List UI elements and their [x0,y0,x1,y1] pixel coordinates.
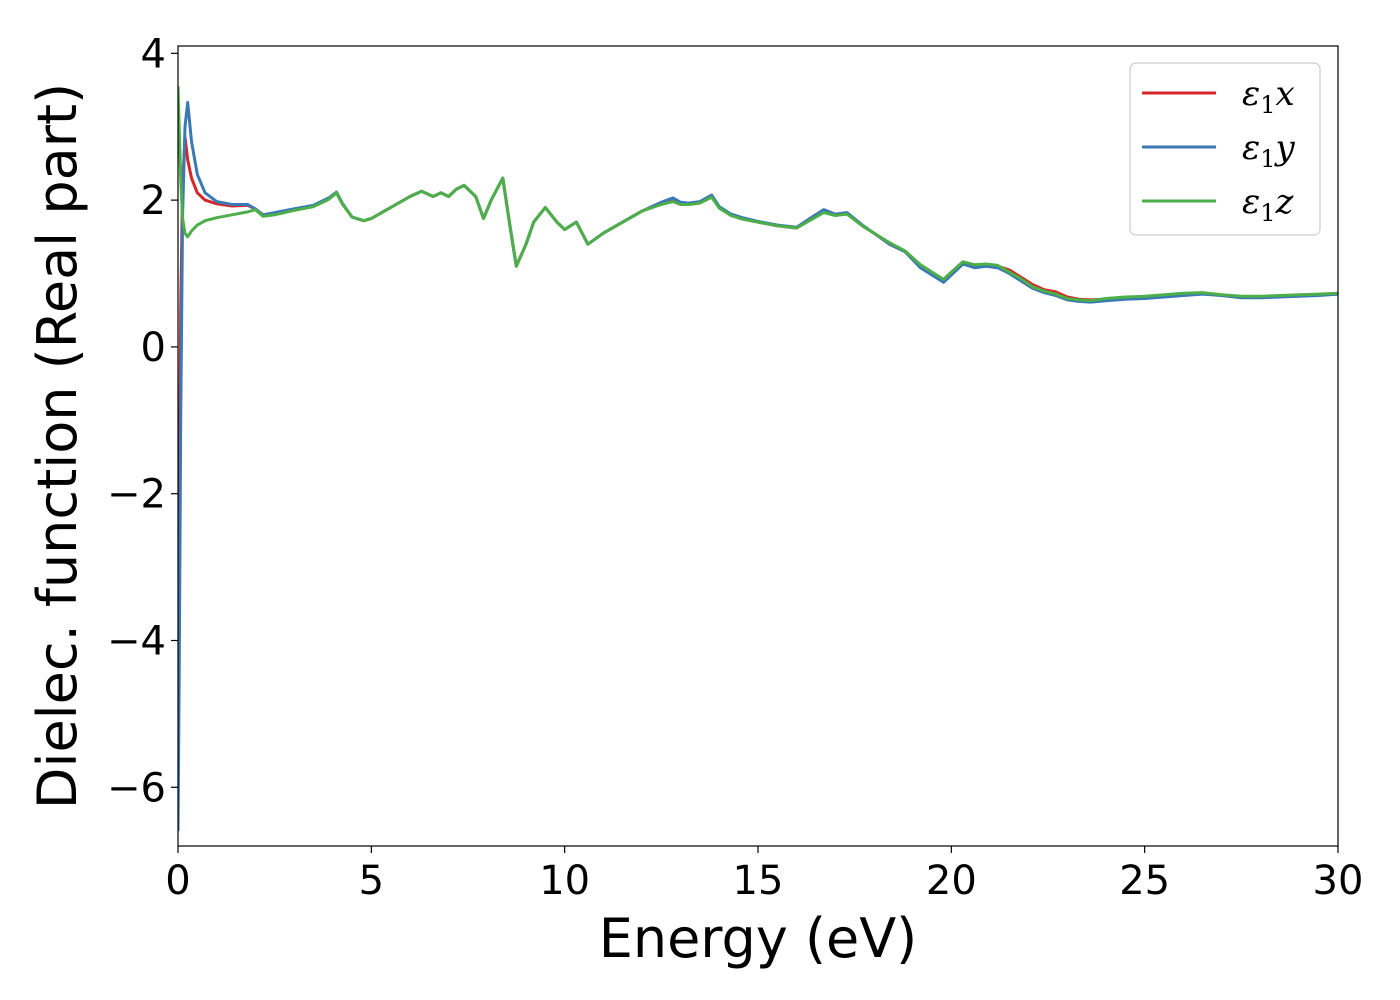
x-axis-title: Energy (eV) [599,907,918,970]
x-tick-label: 20 [926,858,977,904]
y-axis-ticks: −6 −4 −2 0 2 4 [107,31,178,811]
x-tick-label: 0 [165,858,190,904]
legend: ε1x ε1y ε1z [1129,62,1321,236]
x-tick-label: 5 [359,858,384,904]
series-group [178,86,1338,832]
y-tick-label: 0 [141,325,166,371]
y-axis-title: Dielec. function (Real part) [26,83,89,809]
y-tick-label: −2 [107,472,166,518]
series-line-z [178,86,1338,303]
y-tick-label: 2 [141,178,166,224]
y-tick-label: −6 [107,765,166,811]
legend-label-y: ε1y [1242,128,1296,173]
x-tick-label: 25 [1119,858,1170,904]
legend-label-x: ε1x [1242,74,1295,119]
x-tick-label: 10 [539,858,590,904]
x-axis-ticks: 0 5 10 15 20 25 30 [165,846,1363,904]
x-tick-label: 30 [1313,858,1364,904]
legend-label-z: ε1z [1242,182,1295,227]
y-tick-label: 4 [141,31,166,77]
x-tick-label: 15 [733,858,784,904]
legend-items: ε1x ε1y ε1z [1142,74,1296,227]
y-tick-label: −4 [107,618,166,664]
legend-box [1129,62,1321,236]
